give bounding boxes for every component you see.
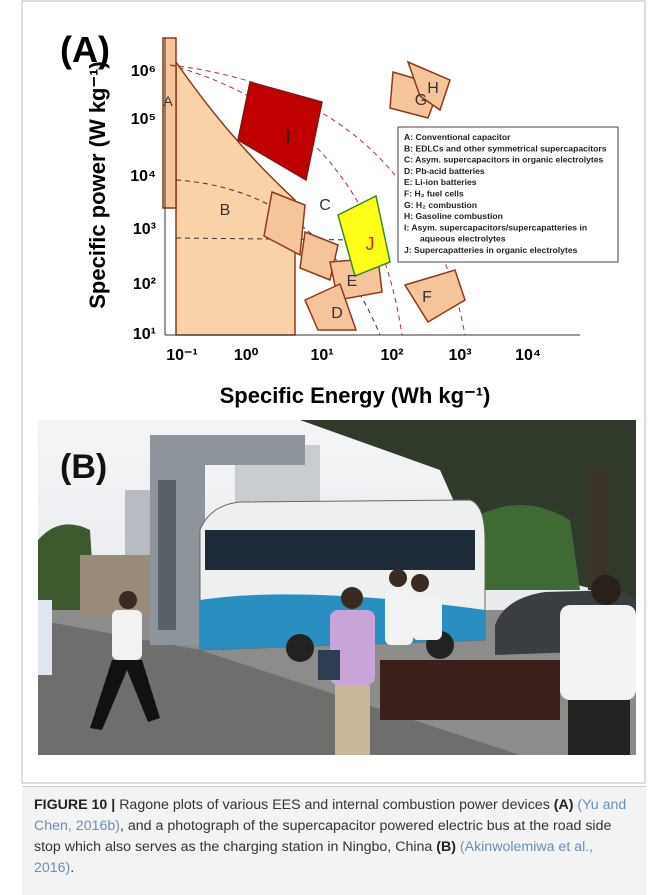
region-c bbox=[263, 190, 306, 257]
x-tick-label: 10⁴ bbox=[515, 347, 541, 364]
legend-entry: B: EDLCs and other symmetrical supercapa… bbox=[404, 143, 607, 153]
region-f bbox=[403, 269, 466, 324]
charging-station bbox=[150, 435, 305, 645]
region-c bbox=[299, 230, 339, 282]
panel-b: (B) bbox=[38, 420, 636, 755]
citation: (Akinwolemiwa et al., 2016) bbox=[34, 839, 594, 876]
station-panel bbox=[158, 480, 176, 630]
curve bbox=[175, 237, 361, 241]
x-tick-label: 10² bbox=[380, 347, 403, 364]
legend-entry: C: Asym. supercapacitors in organic elec… bbox=[404, 155, 604, 165]
figure-label: FIGURE 10 | bbox=[34, 797, 116, 813]
region-label: G bbox=[415, 92, 427, 109]
caption: FIGURE 10 | Ragone plots of various EES … bbox=[22, 786, 646, 895]
x-tick-labels: 10⁻¹ 10⁰ 10¹ 10² 10³ 10⁴ bbox=[166, 347, 541, 364]
legend-entry: H: Gasoline combustion bbox=[404, 211, 503, 221]
y-tick-label: 10¹ bbox=[133, 326, 156, 343]
caption-text: , and a photograph of the supercapacitor… bbox=[34, 818, 612, 855]
y-axis-label: Specific power (W kg⁻¹) bbox=[85, 61, 110, 309]
legend-entry: aqueous electrolytes bbox=[420, 234, 506, 244]
panel-label: (A) bbox=[60, 29, 110, 70]
y-tick-label: 10⁴ bbox=[130, 168, 156, 185]
region-label: I bbox=[285, 127, 290, 147]
region-label: B bbox=[220, 202, 231, 219]
legend-entry: G: H₂ combustion bbox=[404, 200, 477, 210]
x-tick-label: 10¹ bbox=[310, 347, 333, 364]
tree-trunk bbox=[588, 470, 610, 590]
legend-entry: A: Conventional capacitor bbox=[404, 132, 511, 142]
caption-text: . bbox=[70, 860, 75, 876]
legend-box bbox=[397, 126, 619, 263]
region-h bbox=[406, 60, 451, 112]
people bbox=[38, 569, 636, 755]
legend-entry: I: Asym. supercapacitors/supercapatterie… bbox=[404, 222, 587, 232]
legend-entry: E: Li-ion batteries bbox=[404, 177, 477, 187]
x-axis-label: Specific Energy (Wh kg⁻¹) bbox=[220, 383, 491, 408]
y-tick-label: 10² bbox=[133, 276, 156, 293]
legend-entry: F: H₂ fuel cells bbox=[404, 189, 464, 199]
panel-label: (B) bbox=[60, 448, 107, 486]
panel-ref: (B) bbox=[436, 839, 456, 855]
region-label: F bbox=[422, 289, 432, 306]
region-label: C bbox=[319, 197, 331, 214]
shelter bbox=[80, 555, 155, 615]
legend-entry: J: Supercapatteries in organic electroly… bbox=[404, 245, 578, 255]
x-tick-label: 10⁰ bbox=[234, 347, 259, 364]
region-label: J bbox=[366, 234, 375, 254]
citation: (Yu and Chen, 2016b) bbox=[34, 797, 627, 834]
panel-ref: (A) bbox=[553, 797, 574, 813]
bus-windows bbox=[205, 530, 475, 570]
sidewalk bbox=[38, 620, 520, 755]
y-tick-labels: 10⁶ 10⁵ 10⁴ 10³ 10² 10¹ bbox=[130, 63, 156, 343]
x-tick-label: 10³ bbox=[448, 347, 471, 364]
wheel bbox=[286, 634, 314, 662]
region-label: D bbox=[331, 305, 343, 322]
y-tick-label: 10³ bbox=[133, 221, 156, 238]
region-b bbox=[175, 59, 296, 336]
x-tick-label: 10⁻¹ bbox=[166, 347, 198, 364]
hedge bbox=[380, 660, 560, 720]
caption-text: Ragone plots of various EES and internal… bbox=[119, 797, 550, 813]
trees bbox=[470, 505, 580, 590]
region-i bbox=[237, 81, 323, 182]
region-d bbox=[304, 282, 358, 331]
y-tick-label: 10⁵ bbox=[131, 111, 156, 128]
region-label: A bbox=[163, 93, 173, 109]
y-tick-label: 10⁶ bbox=[131, 63, 156, 80]
region-label: E bbox=[347, 273, 358, 290]
region-a bbox=[162, 37, 177, 209]
region-labels: A B C DE F GH I J bbox=[163, 80, 438, 322]
legend-entry: D: Pb-acid batteries bbox=[404, 166, 485, 176]
region-j bbox=[337, 194, 391, 278]
region-label: H bbox=[427, 80, 439, 97]
